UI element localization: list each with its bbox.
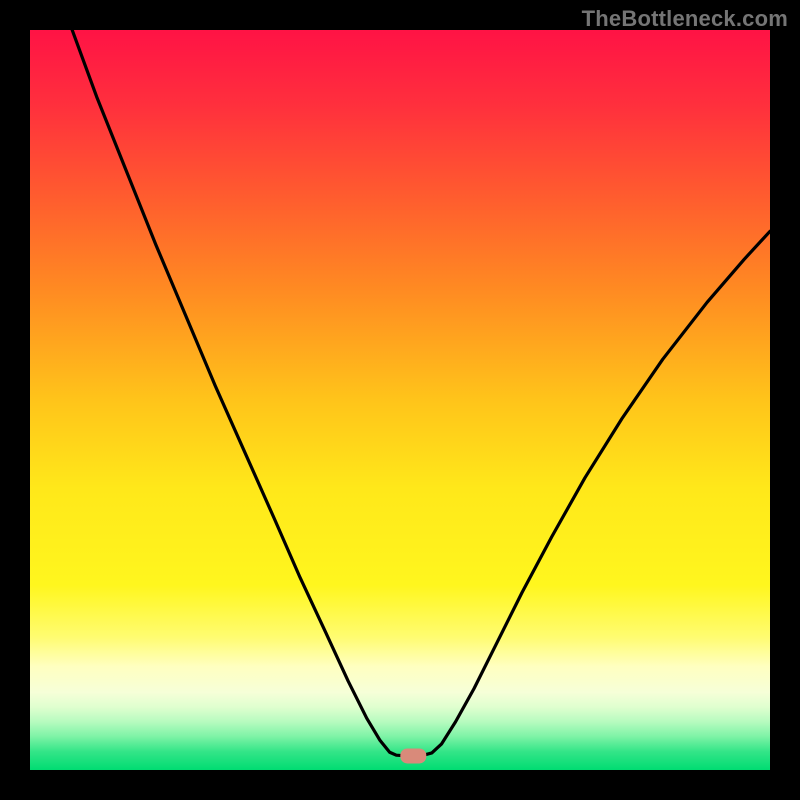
plot-area: [30, 30, 770, 770]
bottleneck-chart-svg: [30, 30, 770, 770]
gradient-background: [30, 30, 770, 770]
chart-container: TheBottleneck.com: [0, 0, 800, 800]
watermark-text: TheBottleneck.com: [582, 6, 788, 32]
optimum-marker: [400, 748, 426, 763]
